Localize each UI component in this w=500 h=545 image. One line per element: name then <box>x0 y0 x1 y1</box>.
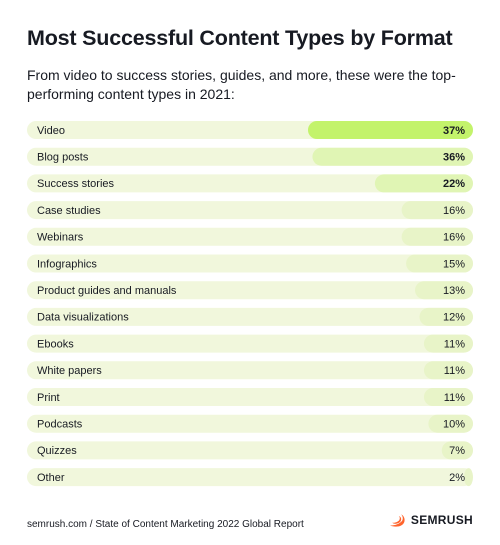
data-label: 11% <box>444 392 465 404</box>
data-label: 16% <box>443 232 465 244</box>
data-label: 11% <box>444 365 465 377</box>
category-label: Data visualizations <box>37 312 129 324</box>
category-label: Podcasts <box>37 419 83 431</box>
data-label: 36% <box>443 152 465 164</box>
bar <box>307 121 473 139</box>
data-label: 22% <box>443 178 465 190</box>
bar-chart: Video 37% Blog posts 36% Success stories 22% C… <box>27 121 473 487</box>
bar-track <box>27 414 473 433</box>
bar <box>401 201 473 220</box>
bar-track <box>27 468 473 487</box>
bar-row: Other 2% <box>27 468 473 487</box>
data-label: 10% <box>443 419 465 431</box>
bar-row: Blog posts 36% <box>27 147 473 166</box>
category-label: Ebooks <box>37 338 74 350</box>
data-label: 2% <box>449 472 465 484</box>
bar <box>415 281 473 300</box>
data-label: 37% <box>443 125 465 137</box>
bar-track <box>27 227 473 246</box>
bar-track <box>27 441 473 460</box>
bar <box>441 441 473 460</box>
bar-track <box>27 307 473 326</box>
page-subtitle: From video to success stories, guides, a… <box>27 67 456 102</box>
category-label: Infographics <box>37 258 97 270</box>
category-label: White papers <box>37 365 102 377</box>
category-label: Quizzes <box>37 445 77 457</box>
category-label: Webinars <box>37 232 84 244</box>
bar-track <box>27 281 473 300</box>
bar <box>428 414 473 433</box>
bar-row: Podcasts 10% <box>27 414 473 433</box>
brand-logo: SEMRUSH <box>389 513 473 527</box>
bar-row: Quizzes 7% <box>27 441 473 460</box>
category-label: Success stories <box>37 178 115 190</box>
bar <box>464 468 473 487</box>
data-label: 13% <box>443 285 465 297</box>
bar <box>406 254 473 273</box>
bar <box>419 307 473 326</box>
source-note: semrush.com / State of Content Marketing… <box>27 519 304 530</box>
bar-row: Case studies 16% <box>27 201 473 220</box>
bar-row: Success stories 22% <box>27 174 473 193</box>
bar-row: Product guides and manuals 13% <box>27 281 473 300</box>
bar-track <box>27 361 473 380</box>
semrush-flame-icon <box>389 514 405 527</box>
data-label: 7% <box>449 445 465 457</box>
bar-track <box>27 254 473 273</box>
bar-row: Infographics 15% <box>27 254 473 273</box>
bar-row: Print 11% <box>27 388 473 406</box>
data-label: 16% <box>443 205 465 217</box>
bar-row: Webinars 16% <box>27 227 473 246</box>
bar <box>423 334 473 353</box>
category-label: Product guides and manuals <box>37 285 177 297</box>
bar <box>423 388 473 406</box>
category-label: Video <box>37 125 65 137</box>
bar-track <box>27 334 473 353</box>
bar-row: Data visualizations 12% <box>27 307 473 326</box>
bar-row: Video 37% <box>27 121 473 139</box>
category-label: Case studies <box>37 205 101 217</box>
category-label: Print <box>37 392 60 404</box>
bar <box>312 147 473 166</box>
bar-row: White papers 11% <box>27 361 473 380</box>
bar <box>401 227 473 246</box>
page-title: Most Successful Content Types by Format <box>27 26 453 50</box>
bar <box>423 361 473 380</box>
data-label: 15% <box>443 258 465 270</box>
category-label: Blog posts <box>37 152 89 164</box>
bar-track <box>27 174 473 193</box>
bar-track <box>27 388 473 406</box>
bar-track <box>27 201 473 220</box>
brand-name: SEMRUSH <box>410 513 473 527</box>
bar <box>374 174 473 193</box>
category-label: Other <box>37 472 65 484</box>
data-label: 12% <box>443 312 465 324</box>
bar-row: Ebooks 11% <box>27 334 473 353</box>
data-label: 11% <box>444 338 465 350</box>
